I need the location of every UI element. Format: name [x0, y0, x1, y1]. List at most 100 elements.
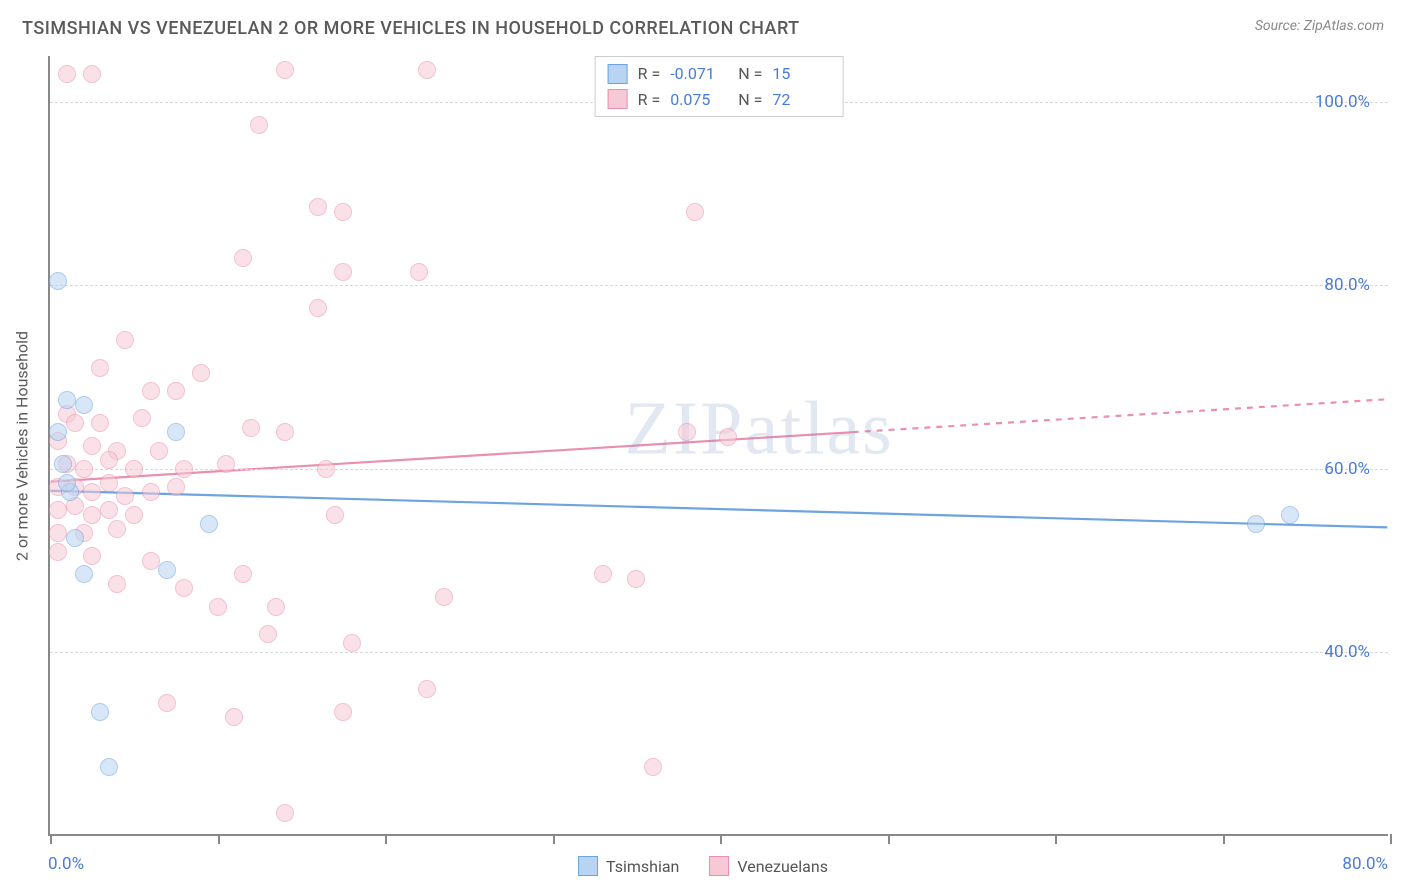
- gridline: [50, 285, 1388, 286]
- data-point: [175, 579, 193, 597]
- legend-row: R =-0.071N =15: [608, 61, 831, 87]
- gridline: [50, 469, 1388, 470]
- data-point: [83, 437, 101, 455]
- data-point: [83, 547, 101, 565]
- data-point: [83, 506, 101, 524]
- data-point: [250, 116, 268, 134]
- data-point: [66, 414, 84, 432]
- data-point: [418, 680, 436, 698]
- data-point: [343, 634, 361, 652]
- data-point: [150, 442, 168, 460]
- data-point: [334, 703, 352, 721]
- data-point: [58, 474, 76, 492]
- data-point: [49, 501, 67, 519]
- legend-swatch: [608, 89, 628, 109]
- data-point: [594, 565, 612, 583]
- data-point: [158, 561, 176, 579]
- data-point: [116, 487, 134, 505]
- data-point: [167, 423, 185, 441]
- data-point: [276, 423, 294, 441]
- correlation-legend: R = -0.071 N = 15R = 0.075 N = 72: [595, 56, 844, 117]
- data-point: [125, 506, 143, 524]
- data-point: [225, 708, 243, 726]
- data-point: [644, 758, 662, 776]
- data-point: [326, 506, 344, 524]
- legend-swatch: [709, 856, 729, 876]
- x-tick: [1390, 834, 1392, 844]
- data-point: [167, 478, 185, 496]
- data-point: [83, 65, 101, 83]
- trend-lines-layer: [50, 56, 1388, 834]
- legend-stat-value: -0.071: [670, 61, 728, 87]
- data-point: [100, 758, 118, 776]
- y-tick-label: 80.0%: [1324, 275, 1370, 295]
- data-point: [276, 61, 294, 79]
- legend-row: R = 0.075 N = 72: [608, 87, 831, 113]
- data-point: [158, 694, 176, 712]
- x-tick: [720, 834, 722, 844]
- data-point: [309, 198, 327, 216]
- data-point: [167, 382, 185, 400]
- data-point: [142, 382, 160, 400]
- data-point: [100, 474, 118, 492]
- data-point: [108, 520, 126, 538]
- data-point: [75, 460, 93, 478]
- data-point: [49, 272, 67, 290]
- data-point: [1281, 506, 1299, 524]
- legend-stat-value: 72: [772, 87, 830, 113]
- data-point: [75, 396, 93, 414]
- legend-stat-label: N =: [738, 61, 762, 87]
- data-point: [66, 529, 84, 547]
- data-point: [116, 331, 134, 349]
- data-point: [217, 455, 235, 473]
- data-point: [678, 423, 696, 441]
- series-legend: Tsimshian Venezuelans: [578, 856, 828, 876]
- legend-label: Tsimshian: [606, 857, 679, 876]
- data-point: [192, 364, 210, 382]
- data-point: [435, 588, 453, 606]
- data-point: [100, 451, 118, 469]
- data-point: [627, 570, 645, 588]
- trend-line: [51, 491, 1388, 528]
- x-tick: [50, 834, 52, 844]
- x-tick: [1055, 834, 1057, 844]
- data-point: [58, 65, 76, 83]
- data-point: [209, 598, 227, 616]
- data-point: [1247, 515, 1265, 533]
- data-point: [54, 455, 72, 473]
- legend-swatch: [578, 856, 598, 876]
- y-axis-label: 2 or more Vehicles in Household: [13, 331, 32, 561]
- x-axis-min-label: 0.0%: [48, 854, 84, 874]
- data-point: [719, 428, 737, 446]
- data-point: [49, 543, 67, 561]
- legend-stat-label: R =: [638, 87, 661, 113]
- legend-label: Venezuelans: [737, 857, 828, 876]
- legend-stat-value: 0.075: [670, 87, 728, 113]
- data-point: [108, 575, 126, 593]
- data-point: [75, 565, 93, 583]
- data-point: [91, 359, 109, 377]
- source-attribution: Source: ZipAtlas.com: [1255, 18, 1384, 34]
- scatter-chart: ZIPatlas R =-0.071N =15R =0.075N =72 40.…: [48, 56, 1388, 836]
- data-point: [334, 263, 352, 281]
- data-point: [200, 515, 218, 533]
- x-axis-max-label: 80.0%: [1342, 854, 1388, 874]
- data-point: [686, 203, 704, 221]
- legend-stat-value: 15: [772, 61, 830, 87]
- data-point: [259, 625, 277, 643]
- data-point: [49, 524, 67, 542]
- data-point: [175, 460, 193, 478]
- data-point: [83, 483, 101, 501]
- gridline: [50, 652, 1388, 653]
- x-tick: [888, 834, 890, 844]
- data-point: [125, 460, 143, 478]
- data-point: [142, 483, 160, 501]
- data-point: [276, 804, 294, 822]
- legend-stat-label: N =: [738, 87, 762, 113]
- data-point: [317, 460, 335, 478]
- data-point: [418, 61, 436, 79]
- data-point: [133, 409, 151, 427]
- data-point: [91, 703, 109, 721]
- data-point: [410, 263, 428, 281]
- data-point: [242, 419, 260, 437]
